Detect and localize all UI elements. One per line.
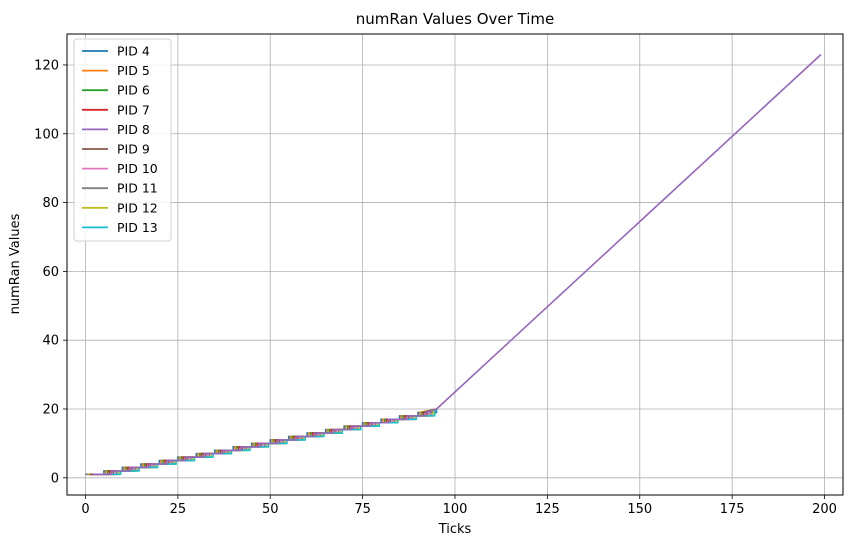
x-tick-label: 175 — [720, 502, 745, 517]
legend-label: PID 13 — [117, 220, 158, 235]
legend: PID 4 PID 5 PID 6 PID 7 PID 8 PID 9 PID 10 PID … — [73, 38, 172, 242]
legend-label: PID 4 — [117, 44, 150, 59]
y-tick-label: 40 — [42, 334, 59, 349]
x-tick-label: 125 — [535, 502, 560, 517]
legend-label: PID 10 — [117, 161, 158, 176]
x-tick-label: 50 — [262, 502, 279, 517]
legend-label: PID 11 — [117, 181, 158, 196]
series-lines — [85, 54, 822, 476]
grid — [67, 34, 843, 495]
y-tick-label: 60 — [42, 265, 59, 280]
series-line-pid-8 — [92, 54, 822, 476]
x-tick-label: 200 — [812, 502, 837, 517]
legend-label: PID 9 — [117, 142, 150, 157]
x-tick-label: 150 — [627, 502, 652, 517]
y-axis-ticks: 0 20 40 60 80 100 120 — [34, 58, 67, 486]
y-tick-label: 80 — [42, 196, 59, 211]
x-tick-label: 100 — [443, 502, 468, 517]
chart-title: numRan Values Over Time — [356, 10, 555, 28]
legend-label: PID 7 — [117, 102, 150, 117]
x-tick-label: 75 — [354, 502, 371, 517]
x-tick-label: 25 — [170, 502, 187, 517]
x-axis-ticks: 0 25 50 75 100 125 150 175 200 — [81, 495, 837, 517]
legend-label: PID 6 — [117, 83, 150, 98]
y-tick-label: 0 — [51, 471, 59, 486]
legend-label: PID 5 — [117, 63, 150, 78]
legend-label: PID 8 — [117, 122, 150, 137]
y-axis-label: numRan Values — [8, 213, 23, 314]
legend-label: PID 12 — [117, 200, 158, 215]
y-tick-label: 120 — [34, 58, 59, 73]
y-tick-label: 100 — [34, 127, 59, 142]
x-axis-label: Ticks — [438, 522, 472, 537]
x-tick-label: 0 — [81, 502, 89, 517]
y-tick-label: 20 — [42, 402, 59, 417]
